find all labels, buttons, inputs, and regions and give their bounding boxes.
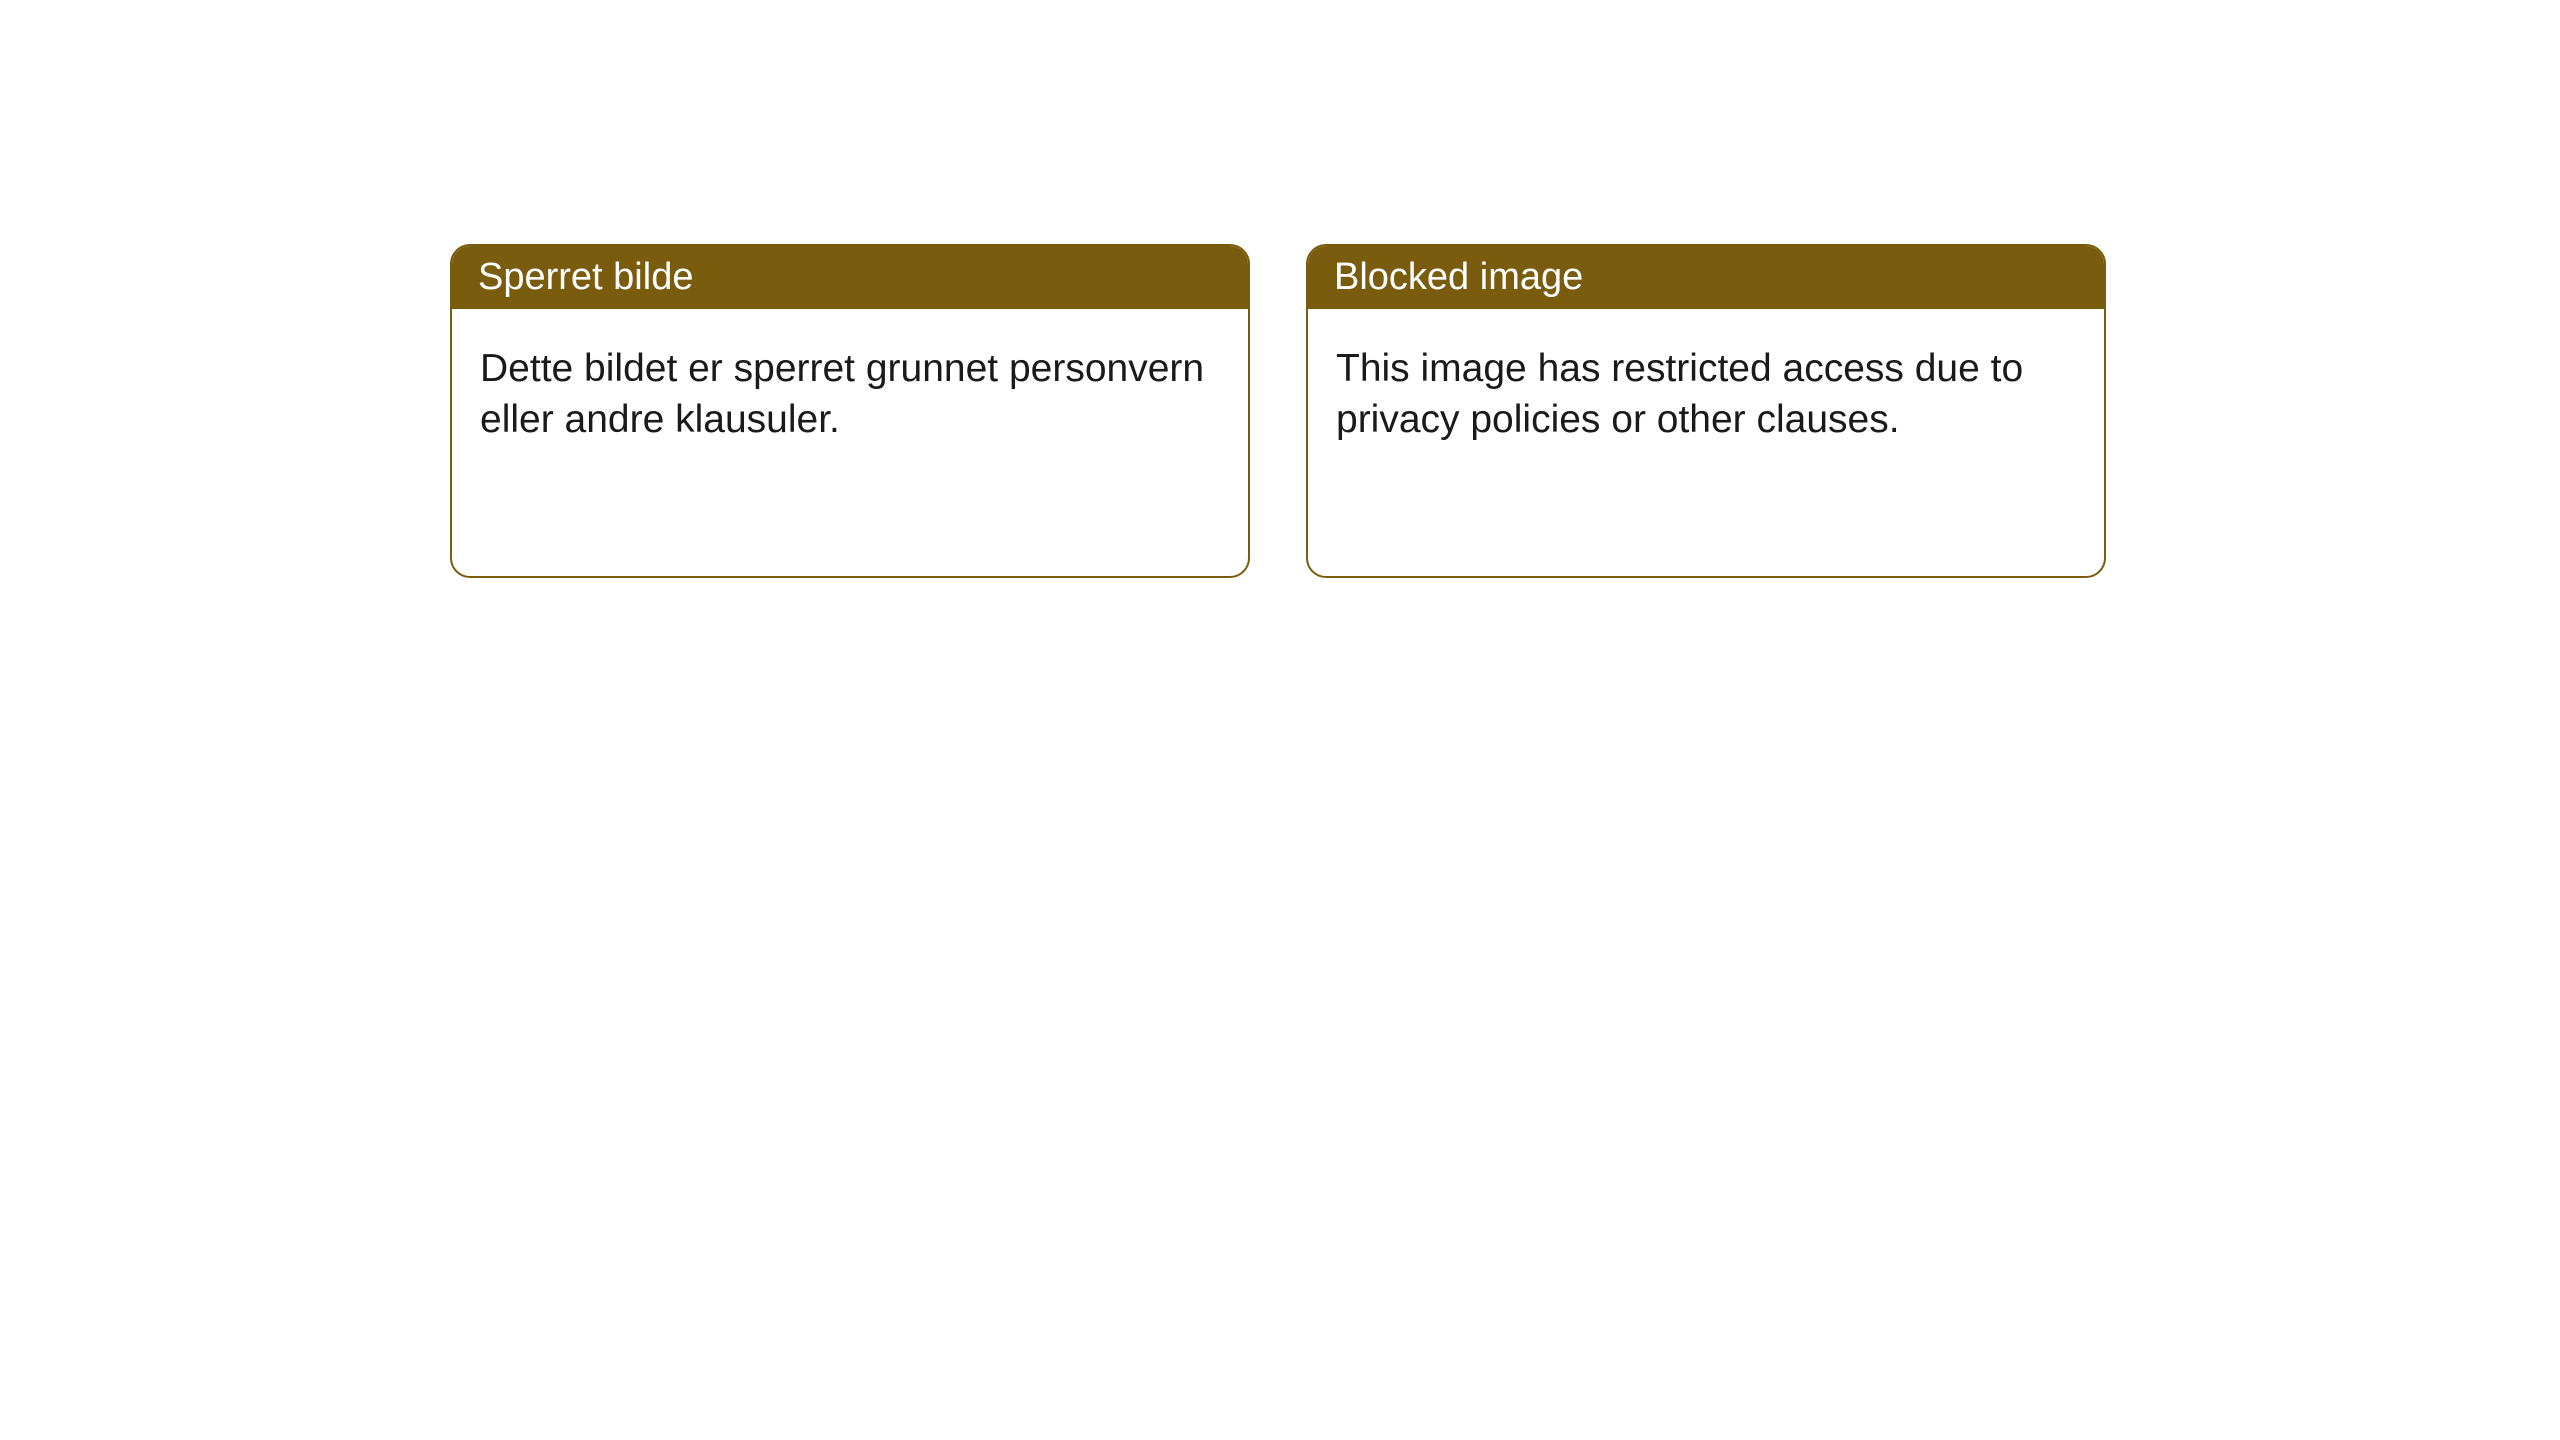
blocked-image-card-no: Sperret bilde Dette bildet er sperret gr… (450, 244, 1250, 578)
notice-container: Sperret bilde Dette bildet er sperret gr… (0, 0, 2560, 578)
card-body-text: This image has restricted access due to … (1336, 347, 2023, 441)
blocked-image-card-en: Blocked image This image has restricted … (1306, 244, 2106, 578)
card-body: This image has restricted access due to … (1308, 309, 2104, 480)
card-title: Blocked image (1334, 256, 1583, 298)
card-header: Blocked image (1308, 246, 2104, 309)
card-header: Sperret bilde (452, 246, 1248, 309)
card-body-text: Dette bildet er sperret grunnet personve… (480, 347, 1204, 441)
card-body: Dette bildet er sperret grunnet personve… (452, 309, 1248, 480)
card-title: Sperret bilde (478, 256, 693, 298)
